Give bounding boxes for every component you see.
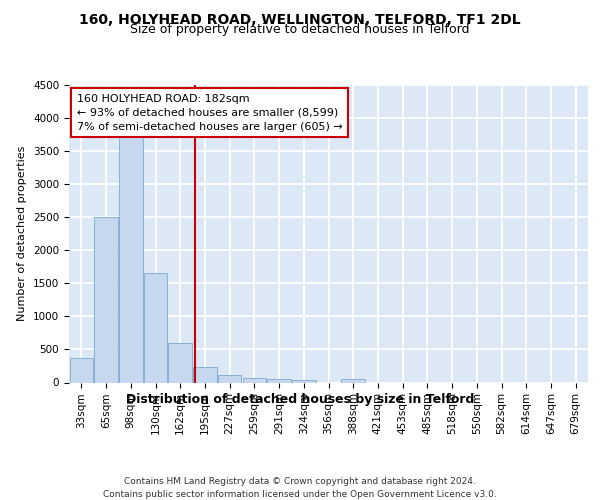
Bar xyxy=(268,379,291,382)
Bar xyxy=(193,366,217,382)
Bar xyxy=(144,274,167,382)
Bar xyxy=(341,379,365,382)
Text: Distribution of detached houses by size in Telford: Distribution of detached houses by size … xyxy=(126,392,474,406)
Text: Contains HM Land Registry data © Crown copyright and database right 2024.
Contai: Contains HM Land Registry data © Crown c… xyxy=(103,478,497,499)
Bar xyxy=(292,380,316,382)
Bar xyxy=(119,134,143,382)
Text: 160 HOLYHEAD ROAD: 182sqm
← 93% of detached houses are smaller (8,599)
7% of sem: 160 HOLYHEAD ROAD: 182sqm ← 93% of detac… xyxy=(77,94,343,132)
Bar xyxy=(70,358,93,382)
Bar xyxy=(169,343,192,382)
Bar xyxy=(218,375,241,382)
Bar xyxy=(242,378,266,382)
Text: Size of property relative to detached houses in Telford: Size of property relative to detached ho… xyxy=(130,22,470,36)
Text: 160, HOLYHEAD ROAD, WELLINGTON, TELFORD, TF1 2DL: 160, HOLYHEAD ROAD, WELLINGTON, TELFORD,… xyxy=(79,12,521,26)
Y-axis label: Number of detached properties: Number of detached properties xyxy=(17,146,28,322)
Bar xyxy=(94,217,118,382)
